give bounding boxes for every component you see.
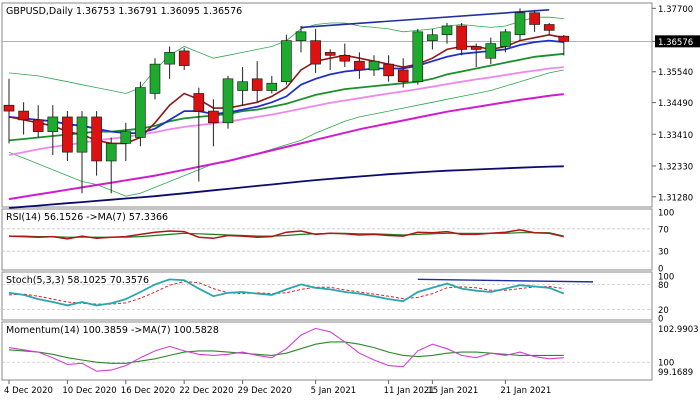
stoch-trendline	[417, 278, 594, 283]
price-tick-label: 1.31280	[658, 193, 693, 203]
bearish-candle	[193, 93, 205, 112]
bearish-candle	[339, 55, 351, 62]
bearish-candle	[558, 35, 570, 42]
bullish-candle	[368, 60, 380, 71]
bearish-candle	[62, 116, 73, 153]
bearish-candle	[324, 52, 336, 56]
stoch-tick-label: 100	[658, 273, 674, 283]
momentum-tick-label: 99.1689	[658, 368, 693, 378]
rsi-tick-label: 100	[658, 209, 674, 219]
stoch-panel	[1, 271, 653, 321]
bearish-candle	[383, 63, 394, 77]
bullish-candle	[485, 43, 497, 59]
bearish-candle	[178, 50, 190, 66]
bullish-candle	[105, 143, 117, 162]
rsi-panel	[1, 208, 653, 271]
bullish-candle	[237, 81, 248, 91]
bearish-candle	[529, 12, 540, 25]
bearish-candle	[18, 110, 29, 121]
momentum-ma-line	[8, 341, 564, 364]
price-tick-label: 1.32330	[658, 162, 693, 172]
bullish-candle	[76, 116, 88, 153]
rsi-tick-label: 0	[658, 265, 663, 275]
bearish-candle	[456, 25, 467, 50]
bullish-candle	[47, 116, 59, 132]
bearish-candle	[470, 46, 482, 50]
ma-navy-line	[8, 165, 564, 209]
bearish-candle	[32, 119, 44, 132]
x-axis-date-label: 5 Jan 2021	[311, 386, 357, 396]
current-price-box	[655, 35, 700, 48]
bullish-candle	[295, 31, 307, 41]
bollinger-lower-line	[8, 69, 564, 197]
x-axis-date-label: 10 Dec 2020	[62, 386, 116, 396]
price-chart-title: GBPUSD,Daily 1.36753 1.36791 1.36095 1.3…	[6, 6, 242, 17]
bearish-candle	[310, 40, 321, 65]
bullish-candle	[427, 34, 438, 41]
momentum-tick-label: 102.9903	[658, 325, 699, 335]
momentum-line	[8, 327, 564, 372]
bullish-candle	[441, 25, 453, 36]
bearish-candle	[543, 24, 555, 31]
bearish-candle	[91, 116, 102, 162]
momentum-title: Momentum(14) 100.3859 ->MA(7) 100.5828	[6, 325, 219, 336]
bearish-candle	[208, 110, 219, 124]
bullish-candle	[164, 52, 175, 65]
momentum-tick-label: 100	[658, 359, 674, 369]
bearish-candle	[397, 69, 409, 83]
stoch-tick-label: 0	[658, 315, 663, 325]
bullish-candle	[149, 63, 161, 94]
x-axis-date-label: 15 Jan 2021	[427, 386, 478, 396]
price-panel	[1, 2, 653, 208]
price-tick-label: 1.34490	[658, 99, 693, 109]
bullish-candle	[135, 87, 146, 138]
stoch-d-line	[8, 280, 564, 305]
price-tick-label: 1.36576	[658, 38, 693, 48]
bullish-candle	[500, 31, 511, 47]
rsi-title: RSI(14) 56.1526 ->MA(7) 57.3366	[6, 212, 168, 223]
rsi-tick-label: 30	[658, 248, 669, 258]
x-axis-date-label: 29 Dec 2020	[238, 386, 292, 396]
momentum-panel	[1, 321, 653, 381]
ma-magenta-line	[8, 93, 564, 201]
stoch-tick-label: 20	[658, 306, 669, 316]
bearish-candle	[354, 60, 365, 71]
bearish-candle	[251, 78, 263, 91]
price-tick-label: 1.37700	[658, 5, 693, 15]
bullish-candle	[222, 78, 234, 124]
rsi-line	[8, 229, 564, 240]
bullish-candle	[412, 31, 424, 83]
stoch-tick-label: 80	[658, 281, 669, 291]
x-axis-date-label: 4 Dec 2020	[4, 386, 53, 396]
stoch-title: Stoch(5,3,3) 58.1025 70.3576	[6, 275, 149, 286]
price-tick-label: 1.33410	[658, 131, 693, 141]
x-axis-date-label: 21 Jan 2021	[500, 386, 551, 396]
rsi-tick-label: 70	[658, 225, 669, 235]
price-tick-label: 1.35540	[658, 68, 693, 78]
bearish-candle	[3, 104, 15, 112]
bullish-candle	[120, 131, 132, 144]
bullish-candle	[514, 12, 526, 36]
bullish-candle	[281, 40, 292, 83]
x-axis-date-label: 22 Dec 2020	[179, 386, 233, 396]
stoch-k-line	[8, 278, 565, 307]
price-trendline	[300, 9, 550, 29]
bullish-candle	[266, 82, 278, 91]
x-axis-date-label: 11 Jan 2021	[384, 386, 435, 396]
x-axis-date-label: 16 Dec 2020	[121, 386, 175, 396]
